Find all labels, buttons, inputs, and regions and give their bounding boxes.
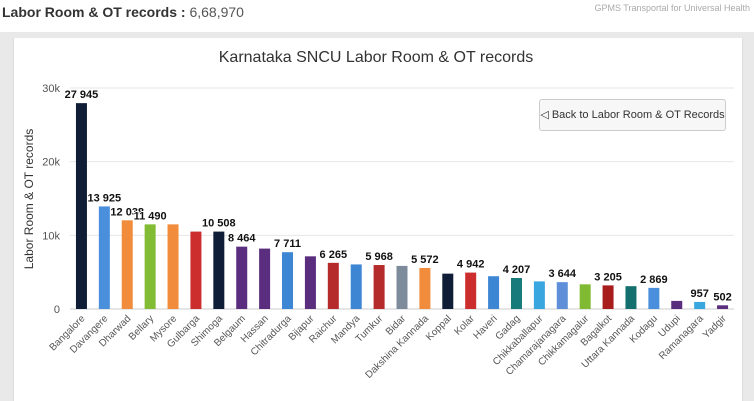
bar[interactable] — [282, 252, 294, 309]
y-tick-label: 20k — [42, 157, 60, 169]
data-label: 8 464 — [228, 233, 256, 245]
data-label: 6 265 — [320, 249, 348, 261]
bar[interactable] — [213, 231, 225, 309]
data-label: 5 572 — [411, 254, 439, 266]
data-label: 4 942 — [457, 259, 485, 271]
bar[interactable] — [671, 300, 683, 309]
data-label: 4 207 — [503, 264, 531, 276]
y-axis-label: Labor Room & OT records — [22, 129, 36, 270]
bar[interactable] — [510, 278, 522, 309]
chart-title: Karnataka SNCU Labor Room & OT records — [219, 49, 534, 66]
y-tick-labels: 0 10k 20k 30k — [42, 83, 60, 316]
data-label: 3 644 — [549, 268, 577, 280]
bar[interactable] — [442, 273, 454, 309]
x-tick-label: Yadgir — [701, 313, 729, 341]
bar[interactable] — [556, 282, 568, 309]
data-label: 2 869 — [640, 274, 668, 286]
data-label: 502 — [713, 291, 731, 303]
data-label: 13 925 — [88, 192, 122, 204]
x-tick-label: Koppal — [424, 313, 454, 343]
data-label: 957 — [690, 288, 708, 300]
bar[interactable] — [304, 256, 316, 309]
data-label: 27 945 — [65, 89, 99, 101]
bar[interactable] — [327, 262, 339, 309]
bar[interactable] — [533, 281, 545, 309]
bar[interactable] — [396, 265, 408, 309]
header-bar: Labor Room & OT records : 6,68,970 GPMS … — [0, 0, 754, 26]
chart-panel — [13, 38, 743, 401]
data-label: 5 968 — [365, 251, 393, 263]
bar[interactable] — [694, 301, 706, 309]
gridlines — [70, 87, 734, 310]
back-button[interactable]: ◁ Back to Labor Room & OT Records — [539, 99, 726, 131]
bar[interactable] — [167, 224, 179, 309]
bars — [75, 103, 729, 310]
bar[interactable] — [350, 264, 362, 309]
bar[interactable] — [648, 287, 660, 309]
bar[interactable] — [98, 206, 110, 309]
bar[interactable] — [419, 267, 431, 309]
data-label: 3 205 — [594, 271, 622, 283]
x-tick-labels: BangaloreDavangereDharwadBellaryMysoreGu… — [48, 313, 730, 381]
y-tick-label: 0 — [54, 304, 60, 316]
y-tick-label: 30k — [42, 83, 60, 95]
bar[interactable] — [465, 272, 477, 309]
page-title: Labor Room & OT records : 6,68,970 — [2, 4, 244, 20]
bar[interactable] — [75, 103, 87, 310]
brand-text: GPMS Transportal for Universal Health — [594, 3, 750, 13]
bar[interactable] — [190, 231, 202, 309]
page-title-label: Labor Room & OT records : — [2, 4, 186, 20]
record-count: 6,68,970 — [189, 4, 244, 20]
bar[interactable] — [579, 284, 591, 309]
bar[interactable] — [236, 246, 248, 309]
data-label: 11 490 — [134, 210, 167, 222]
bar[interactable] — [121, 220, 133, 309]
bar[interactable] — [625, 286, 637, 309]
bar[interactable] — [144, 224, 156, 309]
data-label: 7 711 — [274, 238, 301, 250]
bar[interactable] — [602, 285, 614, 309]
bar[interactable] — [717, 305, 729, 309]
bar[interactable] — [488, 276, 500, 309]
bar[interactable] — [259, 248, 271, 309]
y-tick-label: 10k — [42, 230, 60, 242]
data-label: 10 508 — [202, 218, 236, 230]
data-label: 12 038 — [110, 206, 144, 218]
bar[interactable] — [373, 265, 385, 309]
